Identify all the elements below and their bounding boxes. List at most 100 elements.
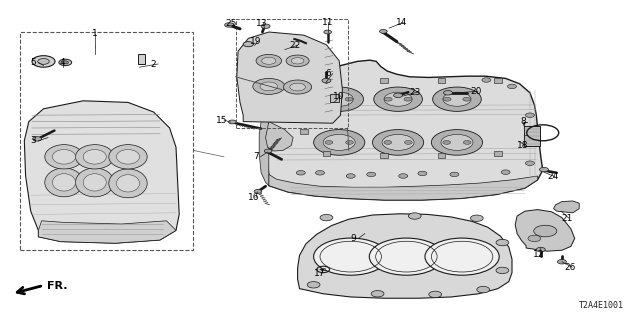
- Circle shape: [534, 225, 557, 237]
- Circle shape: [508, 84, 516, 89]
- Bar: [330, 94, 339, 102]
- Circle shape: [374, 87, 422, 111]
- Ellipse shape: [116, 175, 140, 192]
- Circle shape: [433, 87, 481, 111]
- Circle shape: [431, 130, 483, 155]
- Circle shape: [371, 291, 384, 297]
- Circle shape: [496, 239, 509, 246]
- Circle shape: [225, 23, 234, 27]
- Circle shape: [62, 61, 68, 64]
- Ellipse shape: [116, 149, 140, 164]
- Circle shape: [418, 171, 427, 176]
- Ellipse shape: [76, 145, 114, 169]
- Circle shape: [525, 161, 534, 165]
- Circle shape: [307, 282, 320, 288]
- Text: 11: 11: [322, 18, 333, 27]
- Circle shape: [316, 171, 324, 175]
- Ellipse shape: [45, 168, 83, 197]
- Bar: [438, 78, 445, 83]
- Circle shape: [324, 30, 332, 34]
- Circle shape: [444, 97, 451, 101]
- Text: 7: 7: [253, 152, 259, 161]
- Text: 18: 18: [517, 141, 529, 150]
- Circle shape: [496, 267, 509, 274]
- Polygon shape: [266, 122, 293, 151]
- Circle shape: [385, 97, 392, 101]
- Circle shape: [384, 92, 412, 106]
- Polygon shape: [24, 101, 179, 243]
- Circle shape: [322, 78, 331, 83]
- Circle shape: [325, 140, 333, 144]
- Circle shape: [470, 215, 483, 221]
- Circle shape: [536, 247, 545, 252]
- Text: 19: 19: [250, 37, 261, 46]
- Polygon shape: [237, 32, 342, 123]
- Circle shape: [477, 286, 490, 293]
- Text: 2: 2: [150, 60, 156, 68]
- Ellipse shape: [83, 174, 106, 191]
- Text: 3: 3: [31, 136, 36, 145]
- Circle shape: [525, 113, 534, 117]
- Text: 16: 16: [248, 193, 260, 202]
- Circle shape: [404, 140, 412, 144]
- Circle shape: [463, 97, 470, 101]
- Circle shape: [228, 120, 236, 124]
- Bar: [323, 151, 330, 156]
- Circle shape: [325, 92, 353, 106]
- Text: 23: 23: [410, 88, 421, 97]
- Circle shape: [38, 59, 49, 64]
- Ellipse shape: [76, 168, 114, 197]
- Text: 14: 14: [396, 18, 407, 27]
- Bar: [524, 126, 540, 146]
- Circle shape: [254, 189, 262, 193]
- Circle shape: [557, 260, 566, 264]
- Circle shape: [261, 24, 270, 28]
- Bar: [323, 76, 330, 81]
- Ellipse shape: [83, 149, 106, 164]
- Bar: [494, 151, 502, 156]
- Polygon shape: [268, 60, 543, 200]
- Text: 17: 17: [314, 269, 325, 278]
- Circle shape: [441, 134, 473, 150]
- Circle shape: [243, 42, 253, 47]
- Circle shape: [540, 167, 548, 172]
- Bar: [380, 78, 388, 83]
- Polygon shape: [38, 221, 176, 243]
- Ellipse shape: [52, 174, 76, 191]
- Circle shape: [372, 130, 424, 155]
- Text: 12: 12: [532, 250, 544, 259]
- Text: 20: 20: [470, 87, 482, 96]
- Circle shape: [346, 174, 355, 178]
- Bar: [300, 87, 308, 92]
- Text: FR.: FR.: [47, 281, 68, 292]
- Circle shape: [32, 56, 55, 67]
- Circle shape: [253, 78, 285, 94]
- Circle shape: [321, 268, 326, 271]
- Circle shape: [444, 91, 452, 95]
- Circle shape: [384, 140, 392, 144]
- Text: 5: 5: [31, 58, 36, 67]
- Circle shape: [408, 213, 421, 219]
- Circle shape: [264, 149, 272, 153]
- Circle shape: [394, 93, 403, 98]
- Circle shape: [369, 238, 444, 275]
- Text: 8: 8: [520, 117, 525, 126]
- Circle shape: [482, 78, 491, 82]
- Ellipse shape: [109, 169, 147, 198]
- Circle shape: [284, 80, 312, 94]
- Circle shape: [315, 87, 364, 111]
- Bar: [438, 153, 445, 158]
- Text: 24: 24: [547, 172, 559, 181]
- Circle shape: [262, 57, 276, 64]
- Circle shape: [320, 214, 333, 221]
- Bar: [380, 153, 388, 158]
- Polygon shape: [515, 210, 575, 251]
- Bar: [300, 129, 308, 134]
- Circle shape: [256, 54, 282, 67]
- Ellipse shape: [109, 145, 147, 169]
- Circle shape: [290, 83, 305, 91]
- Text: 10: 10: [333, 92, 344, 100]
- Circle shape: [443, 92, 471, 106]
- Polygon shape: [554, 201, 579, 213]
- Circle shape: [429, 291, 442, 298]
